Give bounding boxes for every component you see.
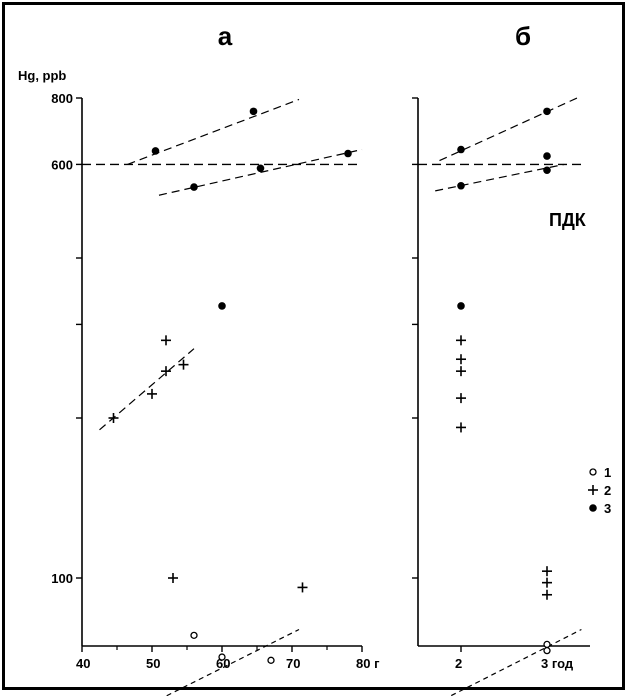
data-point-plus bbox=[456, 422, 466, 433]
data-point-filled-circle bbox=[344, 149, 352, 158]
x-tick-label: 2 bbox=[455, 656, 462, 671]
data-point-open-circle bbox=[543, 640, 551, 649]
data-point-open-circle bbox=[267, 656, 275, 664]
data-point-filled-circle bbox=[190, 183, 198, 191]
data-point-filled-circle bbox=[457, 302, 465, 310]
trend-line bbox=[449, 628, 582, 696]
data-point-plus bbox=[168, 573, 178, 583]
data-point-plus bbox=[297, 582, 308, 593]
data-point-plus bbox=[542, 566, 552, 577]
trend-line bbox=[158, 148, 363, 196]
data-point-plus bbox=[161, 366, 171, 377]
data-point-plus bbox=[456, 335, 466, 346]
data-point-plus bbox=[542, 589, 552, 600]
y-tick-label: 800 bbox=[51, 91, 73, 106]
trend-line bbox=[435, 163, 565, 192]
data-point-open-circle bbox=[190, 631, 198, 640]
panel-b: 2 3 год bbox=[412, 97, 590, 696]
x-tick-label: 80 г bbox=[356, 656, 380, 671]
legend-label: 1 bbox=[604, 465, 611, 480]
data-point-plus bbox=[456, 354, 466, 365]
trend-line bbox=[99, 348, 195, 431]
x-tick-label: 40 bbox=[76, 656, 90, 671]
data-point-filled-circle bbox=[218, 302, 226, 310]
data-point-filled-circle bbox=[543, 107, 551, 116]
y-tick-label: 600 bbox=[51, 157, 73, 172]
data-point-plus bbox=[161, 335, 171, 346]
x-tick-label: 70 bbox=[286, 656, 300, 671]
data-point-filled-circle bbox=[151, 147, 160, 155]
trend-line bbox=[164, 628, 300, 696]
figure-frame bbox=[2, 2, 625, 690]
data-point-filled-circle bbox=[457, 181, 465, 190]
pdk-label: ПДК bbox=[549, 210, 587, 230]
data-point-plus bbox=[456, 393, 466, 404]
x-tick-label: 50 bbox=[146, 656, 160, 671]
data-point-plus bbox=[108, 413, 119, 423]
data-point-filled-circle bbox=[249, 107, 258, 116]
legend-marker-open-circle bbox=[589, 468, 597, 476]
data-point-plus bbox=[178, 359, 189, 370]
legend-marker-plus bbox=[588, 485, 598, 495]
data-point-filled-circle bbox=[543, 152, 551, 160]
data-point-filled-circle bbox=[543, 166, 551, 175]
data-point-filled-circle bbox=[457, 145, 465, 154]
x-tick-label: 3 год bbox=[541, 656, 574, 671]
legend-label: 3 bbox=[604, 501, 611, 516]
data-point-open-circle bbox=[543, 646, 551, 655]
data-point-open-circle bbox=[218, 653, 226, 661]
data-point-plus bbox=[542, 577, 552, 588]
y-tick-label: 100 bbox=[51, 571, 73, 586]
data-point-plus bbox=[147, 388, 157, 399]
legend-label: 2 bbox=[604, 483, 611, 498]
data-point-plus bbox=[456, 366, 466, 377]
legend: 1 2 3 bbox=[588, 465, 611, 516]
panel-title-b: б bbox=[515, 21, 531, 51]
legend-marker-filled-circle bbox=[589, 504, 597, 512]
panel-title-a: а bbox=[218, 21, 233, 51]
trend-line bbox=[127, 98, 300, 165]
data-point-filled-circle bbox=[256, 164, 265, 173]
y-axis-label: Hg, ppb bbox=[18, 68, 66, 83]
